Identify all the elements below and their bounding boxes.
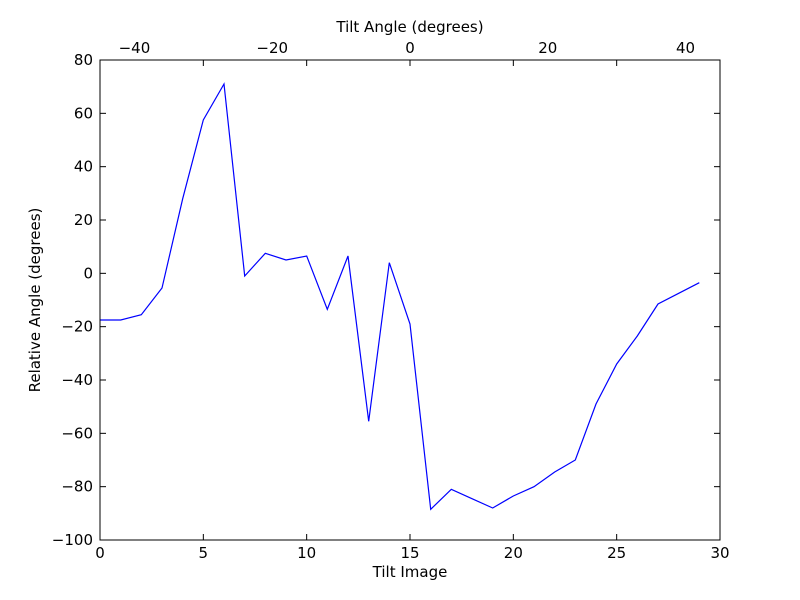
x-tick-label: 20 <box>504 544 523 562</box>
y-tick-label: 60 <box>74 104 93 122</box>
top-x-tick-label: 40 <box>676 39 695 57</box>
x-axis-label: Tilt Image <box>372 563 448 581</box>
ticks-layer: 0 5 10 15 20 25 30 −40 −20 0 20 40 −100 −80 −60 −40 −20 0… <box>52 39 730 562</box>
x-tick-label: 5 <box>199 544 209 562</box>
x-tick-label: 15 <box>400 544 419 562</box>
y-tick-label: −80 <box>61 478 93 496</box>
top-x-tick-label: −40 <box>119 39 151 57</box>
y-tick-label: 40 <box>74 158 93 176</box>
x-tick-label: 0 <box>95 544 105 562</box>
y-tick-label: 20 <box>74 211 93 229</box>
top-x-tick-label: 20 <box>538 39 557 57</box>
y-tick-label: −20 <box>61 318 93 336</box>
y-tick-label: −100 <box>52 531 93 549</box>
top-x-axis-label: Tilt Angle (degrees) <box>335 18 483 36</box>
y-tick-label: 0 <box>83 264 93 282</box>
x-tick-label: 25 <box>607 544 626 562</box>
x-tick-label: 10 <box>297 544 316 562</box>
y-tick-label: 80 <box>74 51 93 69</box>
series-layer <box>100 82 700 511</box>
y-tick-label: −60 <box>61 424 93 442</box>
top-x-tick-label: 0 <box>405 39 415 57</box>
series-line <box>100 82 700 511</box>
x-tick-label: 30 <box>710 544 729 562</box>
top-x-tick-label: −20 <box>256 39 288 57</box>
y-tick-label: −40 <box>61 371 93 389</box>
y-axis-label: Relative Angle (degrees) <box>26 208 44 393</box>
